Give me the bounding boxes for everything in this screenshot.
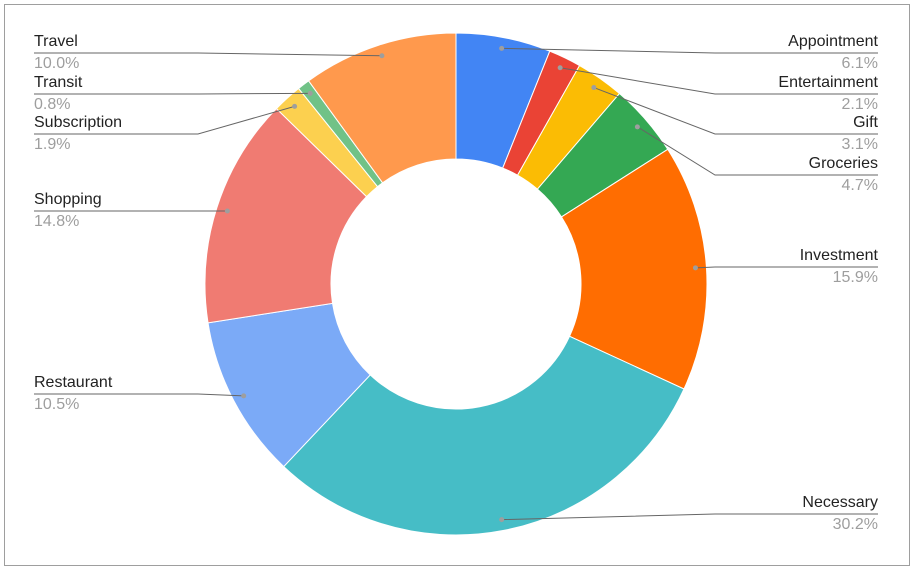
- slice-value-label: 6.1%: [842, 55, 878, 72]
- leader-line: [34, 393, 244, 397]
- slice-label: Necessary: [802, 494, 878, 511]
- leader-dot: [499, 45, 505, 51]
- slice-value-label: 1.9%: [34, 136, 70, 153]
- leader-line: [593, 87, 878, 135]
- leader-dot: [557, 65, 563, 71]
- slice-label: Gift: [853, 114, 878, 131]
- slice-label: Restaurant: [34, 374, 113, 391]
- leader-dot: [307, 90, 313, 96]
- leader-dot: [591, 85, 597, 91]
- leader-dot: [224, 208, 230, 214]
- slice-value-label: 30.2%: [833, 516, 878, 533]
- donut-slice: [283, 335, 685, 536]
- leader-dot: [292, 103, 298, 109]
- donut-slice: [204, 107, 368, 324]
- slice-label: Groceries: [809, 155, 878, 172]
- leader-line: [34, 92, 311, 95]
- slice-value-label: 0.8%: [34, 96, 70, 113]
- slice-label: Shopping: [34, 191, 102, 208]
- slice-label: Subscription: [34, 114, 122, 131]
- donut-slice: [560, 148, 708, 390]
- slice-value-label: 10.5%: [34, 396, 79, 413]
- slice-label: Investment: [800, 247, 879, 264]
- slice-label: Appointment: [788, 33, 878, 50]
- leader-line: [34, 105, 295, 135]
- slice-label: Travel: [34, 33, 78, 50]
- slice-label: Transit: [34, 74, 83, 91]
- leader-dot: [241, 393, 247, 399]
- leader-dot: [692, 265, 698, 271]
- slice-value-label: 2.1%: [842, 96, 878, 113]
- leader-line: [560, 67, 878, 95]
- leader-line: [637, 126, 878, 176]
- leader-dot: [379, 53, 385, 59]
- slice-value-label: 4.7%: [842, 177, 878, 194]
- leader-line: [501, 47, 878, 54]
- donut-slice: [307, 32, 457, 184]
- slice-label: Entertainment: [778, 74, 878, 91]
- leader-dot: [499, 517, 505, 523]
- leader-line: [34, 52, 382, 57]
- slice-value-label: 14.8%: [34, 213, 79, 230]
- leader-line: [501, 513, 878, 521]
- slice-value-label: 15.9%: [833, 269, 878, 286]
- leader-line: [695, 266, 878, 269]
- slice-value-label: 10.0%: [34, 55, 79, 72]
- slice-value-label: 3.1%: [842, 136, 878, 153]
- leader-dot: [634, 124, 640, 130]
